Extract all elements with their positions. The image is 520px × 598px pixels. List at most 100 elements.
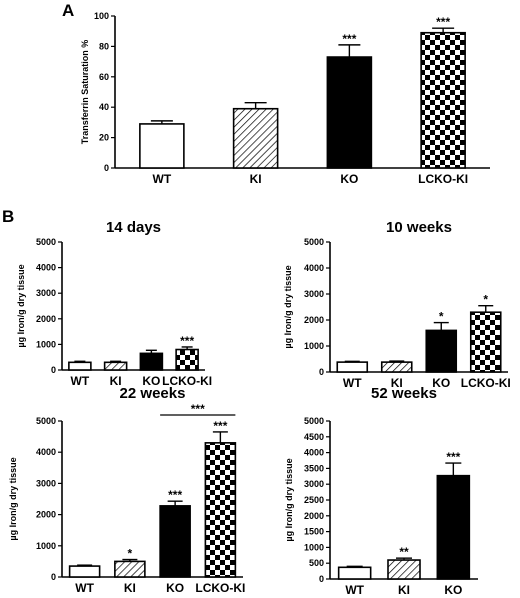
chart-1: 14 days µg Iron/g dry tissue 0 1000 2000 3000…	[16, 219, 212, 388]
bar-LCKO-KI	[420, 31, 466, 169]
chart-title: 14 days	[106, 219, 161, 236]
bar-KI	[103, 361, 128, 371]
x-tick-label: LCKO-KI	[418, 172, 468, 186]
x-tick-label: WT	[75, 581, 94, 595]
y-tick-label: 3000	[304, 479, 324, 489]
bar-LCKO-KI	[204, 442, 237, 578]
y-tick-label: 0	[104, 163, 109, 173]
y-tick-label: 5000	[304, 416, 324, 426]
y-tick-label: 1000	[36, 339, 56, 349]
y-axis-label: µg Iron/g dry tissue	[284, 458, 294, 541]
bar-KI	[387, 559, 421, 580]
x-tick-label: WT	[153, 172, 172, 186]
y-axis-label: Transferrin Saturation %	[80, 40, 90, 145]
x-tick-label: KO	[166, 581, 184, 595]
panel-label-a: A	[62, 1, 74, 20]
y-tick-label: 2000	[36, 510, 56, 520]
bar-KI	[380, 361, 413, 373]
significance-label: *	[483, 293, 488, 307]
x-tick-label: KI	[391, 376, 403, 390]
chart-4: 52 weeks µg Iron/g dry tissue 0 500 1000 1500…	[284, 385, 478, 597]
significance-label: ***	[342, 32, 356, 46]
x-tick-label: LCKO-KI	[461, 376, 511, 390]
x-tick-label: KO	[444, 583, 462, 597]
panel-label-b: B	[2, 207, 14, 226]
chart-2: 10 weeks µg Iron/g dry tissue 0 1000 2000 300…	[283, 219, 511, 390]
bar-LCKO-KI	[175, 348, 199, 371]
y-tick-label: 1500	[304, 527, 324, 537]
chart-layer: Transferrin Saturation % 0 20 40 60 80 100 WT KI…	[8, 11, 511, 597]
y-axis-label: µg Iron/g dry tissue	[16, 264, 26, 347]
y-tick-label: 4000	[36, 263, 56, 273]
y-tick-label: 4000	[304, 448, 324, 458]
bar-KI	[232, 107, 279, 169]
significance-label: ***	[436, 15, 450, 29]
bar-KO	[159, 505, 191, 578]
x-tick-label: KI	[398, 583, 410, 597]
x-tick-label: WT	[345, 583, 364, 597]
y-tick-label: 5000	[36, 416, 56, 426]
bar-WT	[68, 361, 92, 371]
y-axis-label: µg Iron/g dry tissue	[8, 457, 18, 540]
x-tick-label: WT	[343, 376, 362, 390]
x-tick-label: KI	[250, 172, 262, 186]
y-tick-label: 100	[94, 11, 109, 21]
chart-3: 22 weeks µg Iron/g dry tissue 0 1000 2000 300…	[8, 385, 245, 595]
x-tick-label: KI	[110, 374, 122, 388]
bar-KO	[425, 329, 458, 373]
y-tick-label: 5000	[304, 237, 324, 247]
y-tick-label: 5000	[36, 237, 56, 247]
chart-title: 22 weeks	[120, 385, 186, 402]
y-tick-label: 2000	[304, 511, 324, 521]
y-tick-label: 4000	[36, 447, 56, 457]
x-tick-label: KO	[142, 374, 160, 388]
y-tick-label: 40	[99, 102, 109, 112]
y-tick-label: 3000	[304, 289, 324, 299]
bar-LCKO-KI	[469, 311, 502, 373]
y-tick-label: 3000	[36, 288, 56, 298]
x-tick-label: KO	[340, 172, 358, 186]
y-tick-label: 4000	[304, 263, 324, 273]
x-tick-label: WT	[71, 374, 90, 388]
y-tick-label: 3500	[304, 463, 324, 473]
significance-label: ***	[168, 488, 182, 502]
significance-label: *	[439, 310, 444, 324]
bar-WT	[139, 123, 185, 169]
y-axis-label: µg Iron/g dry tissue	[283, 265, 293, 348]
y-tick-label: 4500	[304, 432, 324, 442]
significance-label: **	[399, 545, 409, 559]
y-tick-label: 1000	[304, 542, 324, 552]
y-tick-label: 3000	[36, 478, 56, 488]
y-tick-label: 80	[99, 41, 109, 51]
y-tick-label: 0	[319, 574, 324, 584]
bar-KO	[326, 56, 373, 169]
bar-KO	[139, 352, 164, 371]
bar-WT	[337, 566, 372, 580]
bar-KI	[114, 560, 146, 578]
y-tick-label: 2000	[304, 315, 324, 325]
significance-label: *	[128, 547, 133, 561]
bar-KO	[436, 474, 471, 580]
y-tick-label: 2000	[36, 314, 56, 324]
chart-title: 10 weeks	[386, 219, 452, 236]
chart-title: 52 weeks	[371, 385, 437, 402]
chart-0: Transferrin Saturation % 0 20 40 60 80 100 WT KI…	[80, 11, 490, 186]
y-tick-label: 20	[99, 133, 109, 143]
y-tick-label: 1000	[36, 541, 56, 551]
x-tick-label: KO	[432, 376, 450, 390]
significance-label: ***	[446, 450, 460, 464]
significance-label: ***	[180, 334, 194, 348]
y-tick-label: 1000	[304, 341, 324, 351]
x-tick-label: KI	[124, 581, 136, 595]
bar-WT	[336, 361, 369, 373]
bar-WT	[68, 565, 101, 578]
y-tick-label: 500	[309, 558, 324, 568]
y-tick-label: 0	[51, 572, 56, 582]
significance-label: ***	[213, 419, 227, 433]
y-tick-label: 60	[99, 72, 109, 82]
x-tick-label: LCKO-KI	[195, 581, 245, 595]
x-tick-label: LCKO-KI	[162, 374, 212, 388]
y-tick-label: 0	[51, 365, 56, 375]
y-tick-label: 2500	[304, 495, 324, 505]
